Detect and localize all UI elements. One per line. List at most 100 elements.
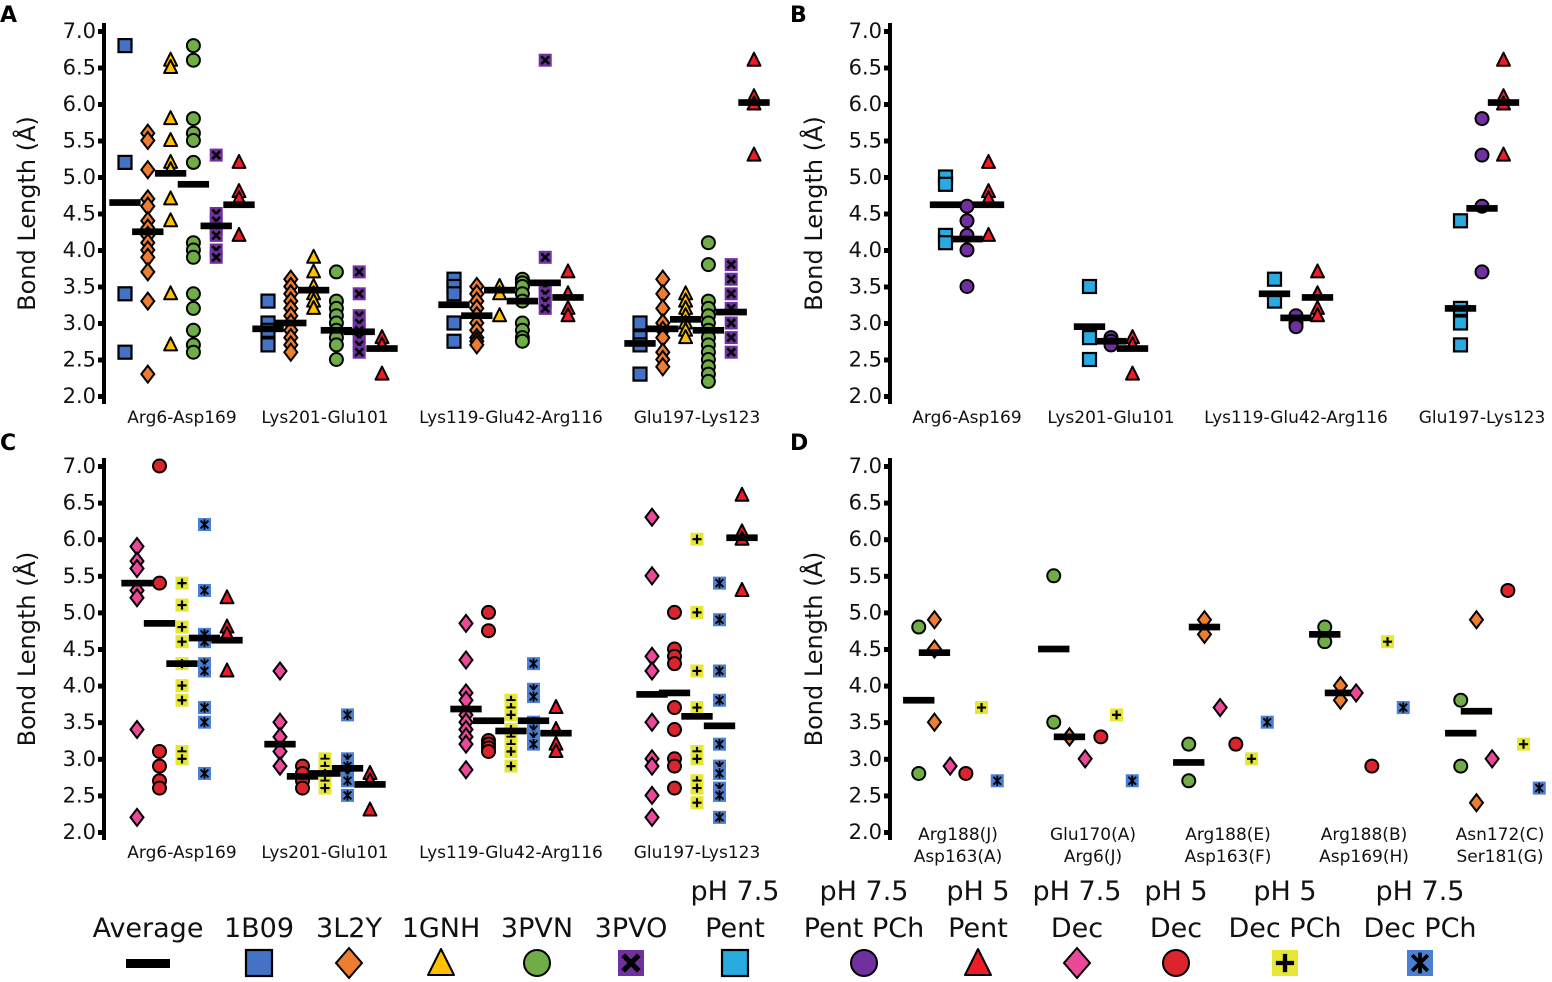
point-dec75	[458, 613, 474, 634]
legend-item-1gnh: 1GNH	[402, 913, 480, 976]
point-1b09-shape	[632, 315, 648, 331]
mean-bar-shape	[540, 729, 572, 737]
point-dec5	[1093, 729, 1109, 745]
mean-bar	[366, 345, 398, 352]
point-3pvn	[700, 373, 716, 389]
x-category-label: Lys201-Glu101	[261, 843, 388, 863]
y-tick-mark	[884, 793, 889, 799]
point-3pvn-shape	[700, 235, 716, 251]
point-decpch75	[713, 613, 726, 627]
point-3l2y-shape	[140, 363, 156, 385]
mean-bar	[726, 534, 758, 542]
point-dec5-shape	[152, 780, 167, 796]
point-3l2y-shape	[1468, 609, 1485, 630]
y-tick-mark	[884, 756, 889, 762]
point-3pvn-shape	[1181, 773, 1197, 789]
point-3l2y	[140, 290, 156, 312]
point-pentpch75-shape	[1474, 264, 1490, 280]
legend-item-3pvn: 3PVN	[501, 913, 573, 977]
mean-bar-shape	[1466, 205, 1498, 212]
mean-bar-shape	[1095, 337, 1127, 345]
mean-bar-shape	[681, 713, 713, 720]
mean-bar	[552, 294, 584, 301]
point-pent5	[1125, 365, 1140, 381]
y-tick-label: 3.5	[63, 710, 96, 734]
point-decpch75	[713, 788, 726, 802]
point-dec75-shape	[644, 565, 660, 586]
mean-bar	[461, 312, 493, 320]
point-pent75-shape	[1266, 271, 1283, 287]
point-3l2y-shape	[926, 712, 943, 733]
legend-label: pH 7.5	[1376, 876, 1465, 907]
point-3pvn	[185, 154, 201, 170]
point-3pvn	[1453, 758, 1469, 774]
point-pent5	[560, 263, 576, 279]
point-3pvo	[352, 265, 366, 279]
point-dec5-shape	[667, 758, 682, 774]
mean-bar-shape	[658, 689, 691, 697]
point-3pvn-shape	[185, 111, 201, 127]
category-group: Arg6-Asp169	[109, 37, 255, 428]
point-decpch75	[198, 715, 211, 729]
point-dec5-shape	[667, 780, 682, 796]
point-3pvo	[209, 250, 223, 264]
point-1b09	[260, 337, 276, 353]
point-pent5-shape	[560, 307, 576, 323]
point-dec75	[129, 587, 145, 608]
y-tick-label: 2.5	[849, 783, 882, 807]
point-dec75-shape	[644, 785, 660, 806]
mean-bar-shape	[703, 722, 736, 730]
point-decpch5-cross	[177, 600, 187, 610]
panel-letter: A	[0, 3, 17, 28]
point-pentpch75	[1474, 264, 1490, 280]
point-1gnh	[163, 336, 179, 352]
legend-label: pH 5	[1253, 876, 1316, 907]
point-pent5-shape	[362, 801, 378, 817]
point-3l2y-shape	[469, 334, 485, 356]
point-decpch5	[1517, 737, 1531, 751]
y-tick-label: 5.5	[63, 129, 96, 153]
point-decpch75-cross	[1127, 775, 1137, 786]
y-tick-mark	[98, 357, 103, 363]
point-1gnh	[163, 110, 179, 126]
point-decpch75	[198, 766, 211, 780]
point-pent5-shape	[1310, 307, 1325, 323]
legend-label: 3L2Y	[316, 913, 382, 944]
y-tick-label: 5.0	[63, 165, 96, 189]
point-3l2y	[283, 342, 299, 363]
point-pentpch75-shape	[959, 213, 975, 229]
point-3pvn	[185, 38, 201, 54]
point-3pvn	[514, 333, 530, 349]
x-category-label: Arg6(J)	[1064, 847, 1122, 867]
point-3pvo	[538, 301, 552, 315]
point-dec5-shape	[481, 743, 496, 759]
y-tick-label: 4.0	[849, 674, 882, 698]
mean-bar-shape	[972, 201, 1005, 209]
mean-bar	[166, 660, 198, 667]
point-dec5	[667, 604, 682, 620]
legend-item-pent5: pH 5 Pent	[946, 876, 1010, 976]
point-3l2y	[140, 261, 156, 283]
mean-bar	[624, 340, 656, 347]
legend-diamond-icon-shape	[334, 946, 364, 980]
point-decpch75	[198, 664, 211, 678]
y-tick-mark	[98, 321, 103, 326]
mean-bar-shape	[1301, 294, 1334, 301]
point-pentpch75	[1474, 111, 1490, 127]
point-3l2y	[140, 130, 156, 151]
point-1gnh	[163, 190, 179, 206]
point-3pvn	[1181, 773, 1197, 789]
mean-bar-shape	[1116, 345, 1149, 352]
point-3pvn-shape	[185, 300, 201, 316]
y-tick-mark	[884, 211, 889, 217]
y-tick-label: 3.0	[63, 747, 96, 771]
point-decpch75	[1532, 781, 1546, 795]
point-dec75	[644, 660, 660, 682]
point-decpch5-cross	[1247, 754, 1257, 764]
point-dec5-shape	[1093, 729, 1109, 745]
point-dec5	[667, 758, 682, 774]
mean-bar-shape	[109, 199, 141, 206]
mean-bar-shape	[738, 99, 770, 106]
point-dec75	[272, 755, 288, 777]
